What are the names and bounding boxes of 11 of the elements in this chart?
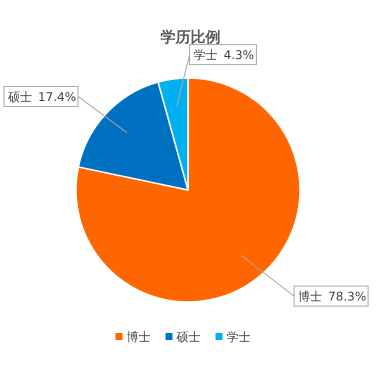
legend-label: 博士 <box>126 330 150 344</box>
data-label: 78.3% <box>328 290 366 304</box>
chart-title: 学历比例 <box>160 28 220 46</box>
pie-slice <box>78 81 189 191</box>
slice-label: 博士 <box>298 290 322 304</box>
legend-label: 学士 <box>226 330 250 344</box>
slice-label: 硕士 <box>7 90 32 104</box>
slice-label: 学士 <box>194 48 218 62</box>
legend-label: 硕士 <box>176 330 200 344</box>
data-label: 4.3% <box>224 48 254 62</box>
data-label: 17.4% <box>38 90 76 104</box>
